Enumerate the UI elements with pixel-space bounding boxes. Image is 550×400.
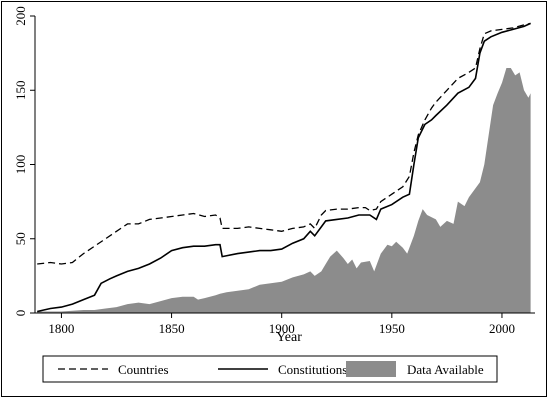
x-tick-label: 1800 (48, 321, 74, 336)
y-tick-label: 100 (13, 155, 28, 175)
x-tick-label: 1900 (269, 321, 295, 336)
y-tick-label: 0 (13, 310, 28, 317)
x-tick-label: 1850 (159, 321, 185, 336)
countries-line (37, 22, 531, 265)
y-tick-label: 50 (13, 232, 28, 245)
legend-box (42, 355, 498, 383)
constitutions-line (37, 22, 531, 313)
legend-countries-label: Countries (118, 362, 169, 377)
legend-data-available-swatch (346, 361, 396, 377)
y-tick-label: 200 (13, 6, 28, 26)
x-tick-label: 2000 (489, 321, 515, 336)
plot-area (37, 22, 531, 313)
legend-constitutions-label: Constitutions (278, 362, 347, 377)
y-ticks: 0 50 100 150 200 (13, 6, 35, 316)
x-axis-label: Year (276, 330, 302, 345)
data-available-area (37, 68, 531, 313)
legend-data-available-label: Data Available (407, 362, 484, 377)
x-ticks: 1800 1850 1900 1950 2000 (48, 313, 515, 336)
legend: Countries Constitutions Data Available (42, 355, 498, 383)
x-tick-label: 1950 (379, 321, 405, 336)
y-tick-label: 150 (13, 81, 28, 101)
